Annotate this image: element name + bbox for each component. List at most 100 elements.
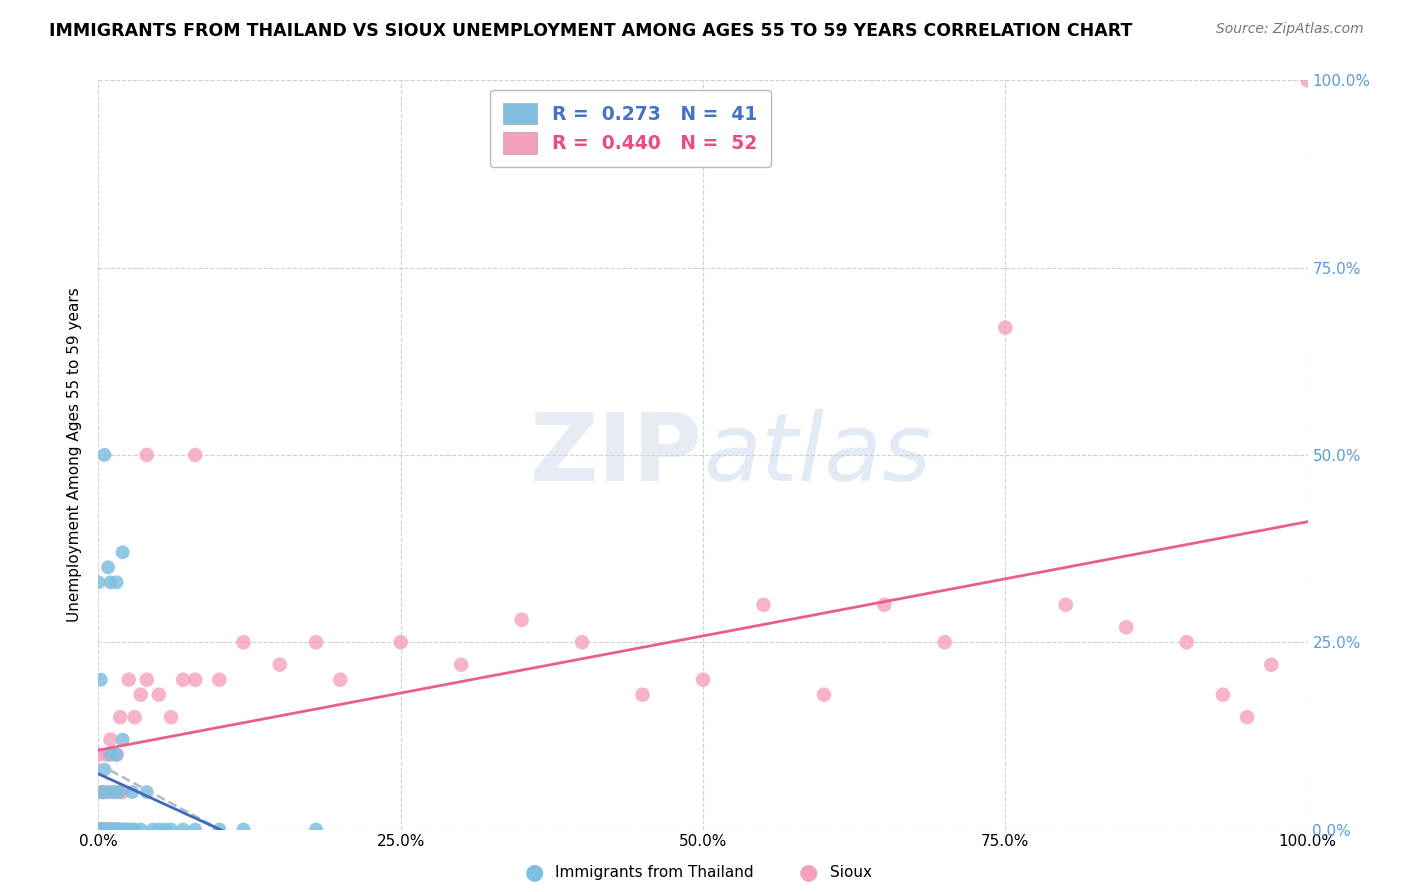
Point xyxy=(97,785,120,799)
Point xyxy=(94,822,117,837)
Point xyxy=(105,747,128,762)
Point xyxy=(129,822,152,837)
Point xyxy=(184,448,207,462)
Point xyxy=(107,822,129,837)
Point xyxy=(90,822,112,837)
Point xyxy=(135,448,157,462)
Point xyxy=(172,673,194,687)
Text: Immigrants from Thailand: Immigrants from Thailand xyxy=(555,865,754,880)
Point xyxy=(89,822,111,837)
Point xyxy=(305,822,328,837)
Point xyxy=(172,822,194,837)
Point xyxy=(160,710,183,724)
Point xyxy=(107,822,129,837)
Point xyxy=(87,822,110,837)
Point xyxy=(114,822,136,837)
Point xyxy=(93,763,115,777)
Text: Source: ZipAtlas.com: Source: ZipAtlas.com xyxy=(1216,22,1364,37)
Point xyxy=(97,560,120,574)
Point xyxy=(184,673,207,687)
Point xyxy=(94,822,117,837)
Point xyxy=(105,822,128,837)
Point xyxy=(91,822,114,837)
Point xyxy=(934,635,956,649)
Point xyxy=(135,785,157,799)
Point xyxy=(571,635,593,649)
Point xyxy=(232,635,254,649)
Text: Sioux: Sioux xyxy=(830,865,872,880)
Point xyxy=(208,822,231,837)
Point xyxy=(1175,635,1198,649)
Point xyxy=(97,822,120,837)
Point xyxy=(100,732,122,747)
Point xyxy=(142,822,165,837)
Point xyxy=(111,732,134,747)
Point xyxy=(994,320,1017,334)
Point xyxy=(103,822,125,837)
Point xyxy=(184,822,207,837)
Point xyxy=(813,688,835,702)
Point xyxy=(1296,73,1319,87)
Point xyxy=(105,575,128,590)
Point xyxy=(135,673,157,687)
Point xyxy=(450,657,472,672)
Text: ZIP: ZIP xyxy=(530,409,703,501)
Point xyxy=(91,785,114,799)
Point xyxy=(1054,598,1077,612)
Point xyxy=(1212,688,1234,702)
Point xyxy=(91,822,114,837)
Point xyxy=(101,822,124,837)
Point xyxy=(100,822,122,837)
Point xyxy=(97,822,120,837)
Point xyxy=(100,822,122,837)
Y-axis label: Unemployment Among Ages 55 to 59 years: Unemployment Among Ages 55 to 59 years xyxy=(67,287,83,623)
Point xyxy=(692,673,714,687)
Point xyxy=(160,822,183,837)
Point xyxy=(752,598,775,612)
Point xyxy=(111,822,134,837)
Point xyxy=(89,822,111,837)
Point xyxy=(90,673,112,687)
Point xyxy=(118,822,141,837)
Point xyxy=(208,673,231,687)
Point xyxy=(91,785,114,799)
Point xyxy=(1115,620,1137,634)
Point xyxy=(1236,710,1258,724)
Text: IMMIGRANTS FROM THAILAND VS SIOUX UNEMPLOYMENT AMONG AGES 55 TO 59 YEARS CORRELA: IMMIGRANTS FROM THAILAND VS SIOUX UNEMPL… xyxy=(49,22,1133,40)
Point xyxy=(389,635,412,649)
Point xyxy=(90,822,112,837)
Point xyxy=(121,822,143,837)
Point xyxy=(108,710,131,724)
Point xyxy=(153,822,176,837)
Point xyxy=(510,613,533,627)
Point xyxy=(98,822,121,837)
Point xyxy=(108,822,131,837)
Point xyxy=(104,785,127,799)
Point xyxy=(121,785,143,799)
Text: ●: ● xyxy=(524,863,544,882)
Point xyxy=(100,822,122,837)
Point xyxy=(96,822,118,837)
Point xyxy=(98,822,121,837)
Point xyxy=(93,448,115,462)
Point xyxy=(87,747,110,762)
Point xyxy=(124,822,146,837)
Point xyxy=(329,673,352,687)
Point xyxy=(96,747,118,762)
Point xyxy=(269,657,291,672)
Point xyxy=(631,688,654,702)
Point xyxy=(129,688,152,702)
Point xyxy=(103,822,125,837)
Point xyxy=(118,673,141,687)
Point xyxy=(93,785,115,799)
Text: ●: ● xyxy=(799,863,818,882)
Point xyxy=(873,598,896,612)
Point xyxy=(101,785,124,799)
Point xyxy=(108,785,131,799)
Point xyxy=(124,710,146,724)
Legend: R =  0.273   N =  41, R =  0.440   N =  52: R = 0.273 N = 41, R = 0.440 N = 52 xyxy=(491,90,770,167)
Point xyxy=(87,822,110,837)
Point xyxy=(305,635,328,649)
Point xyxy=(87,575,110,590)
Point xyxy=(114,822,136,837)
